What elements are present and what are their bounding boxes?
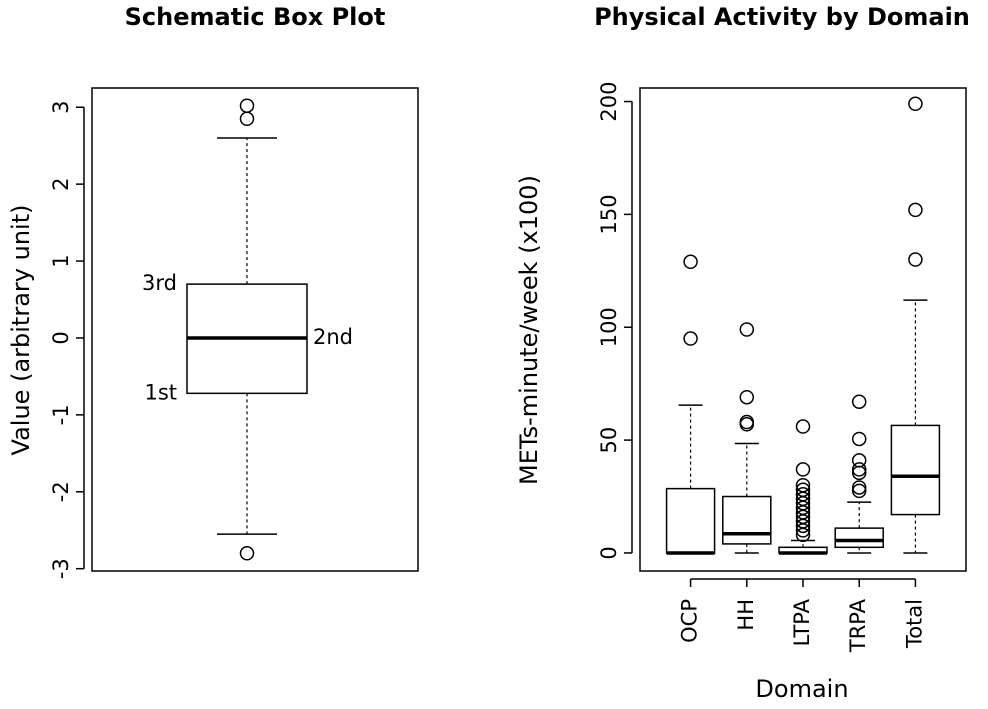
y-tick-label: 200 [597, 81, 621, 121]
outlier [908, 202, 923, 218]
y-tick-label: 3 [49, 101, 73, 114]
outlier [239, 98, 255, 113]
box [890, 424, 941, 516]
y-tick-label: -2 [49, 481, 73, 502]
outlier [795, 518, 811, 534]
outlier [739, 389, 755, 405]
outlier [851, 431, 867, 447]
y-tick-label: -3 [49, 558, 73, 579]
y-tick-label: 0 [597, 546, 621, 559]
outlier [795, 527, 811, 543]
y-tick-label: 2 [49, 177, 73, 190]
outlier [795, 462, 811, 477]
outlier [908, 96, 923, 112]
x-axis-label: Domain [755, 675, 848, 703]
outlier [851, 462, 867, 477]
y-axis-label: METs-minute/week (x100) [515, 175, 543, 485]
x-tick-label: TRPA [846, 598, 870, 653]
annotation: 1st [144, 380, 177, 404]
outlier [795, 419, 811, 434]
outlier [239, 111, 255, 127]
outlier [739, 417, 755, 432]
box [665, 487, 716, 554]
outlier [851, 465, 867, 481]
outlier [795, 523, 811, 538]
x-tick-label: OCP [678, 599, 702, 643]
y-tick-label: 150 [597, 194, 621, 234]
y-tick-label: 50 [597, 427, 621, 454]
annotation: 2nd [313, 325, 353, 349]
annotation: 3rd [142, 271, 177, 295]
outlier [683, 254, 698, 270]
outlier [683, 331, 698, 346]
y-tick-label: 0 [49, 331, 73, 344]
y-tick-label: -1 [49, 404, 73, 425]
x-tick-label: LTPA [790, 598, 814, 646]
outlier [851, 483, 867, 499]
outlier [851, 480, 867, 495]
y-tick-label: 100 [597, 307, 621, 347]
plot-frame [91, 87, 419, 572]
x-tick-label: HH [734, 599, 758, 631]
outlier [239, 546, 255, 561]
y-axis-label: Value (arbitrary unit) [7, 205, 35, 456]
plot-frame [639, 87, 967, 572]
x-tick-label: Total [902, 599, 926, 649]
box [834, 527, 884, 549]
outlier [739, 322, 755, 337]
outlier [851, 394, 867, 409]
y-tick-label: 1 [49, 254, 73, 267]
box [722, 495, 772, 545]
chart-title: Schematic Box Plot [125, 3, 386, 31]
chart-title: Physical Activity by Domain [594, 3, 970, 31]
outlier [908, 252, 923, 267]
